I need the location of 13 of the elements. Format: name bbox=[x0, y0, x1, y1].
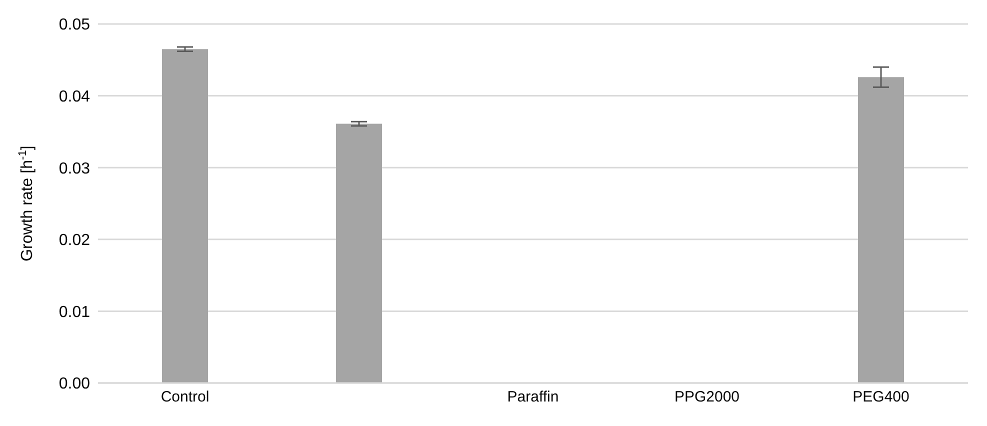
y-tick-label: 0.04 bbox=[58, 88, 90, 106]
x-tick-label: PPG2000 bbox=[674, 388, 740, 406]
y-tick-label: 0.02 bbox=[58, 232, 90, 250]
x-tick-label: Paraffin bbox=[507, 388, 559, 406]
y-tick-label: 0.00 bbox=[58, 376, 90, 393]
bar bbox=[858, 77, 904, 383]
y-tick-label: 0.03 bbox=[58, 160, 90, 178]
y-tick-label: 0.01 bbox=[58, 304, 90, 321]
bar bbox=[162, 49, 208, 383]
x-tick-label: Control bbox=[160, 388, 210, 406]
y-tick-label: 0.05 bbox=[58, 16, 90, 34]
x-tick-label: PEG400 bbox=[852, 388, 910, 406]
bar bbox=[336, 124, 382, 383]
